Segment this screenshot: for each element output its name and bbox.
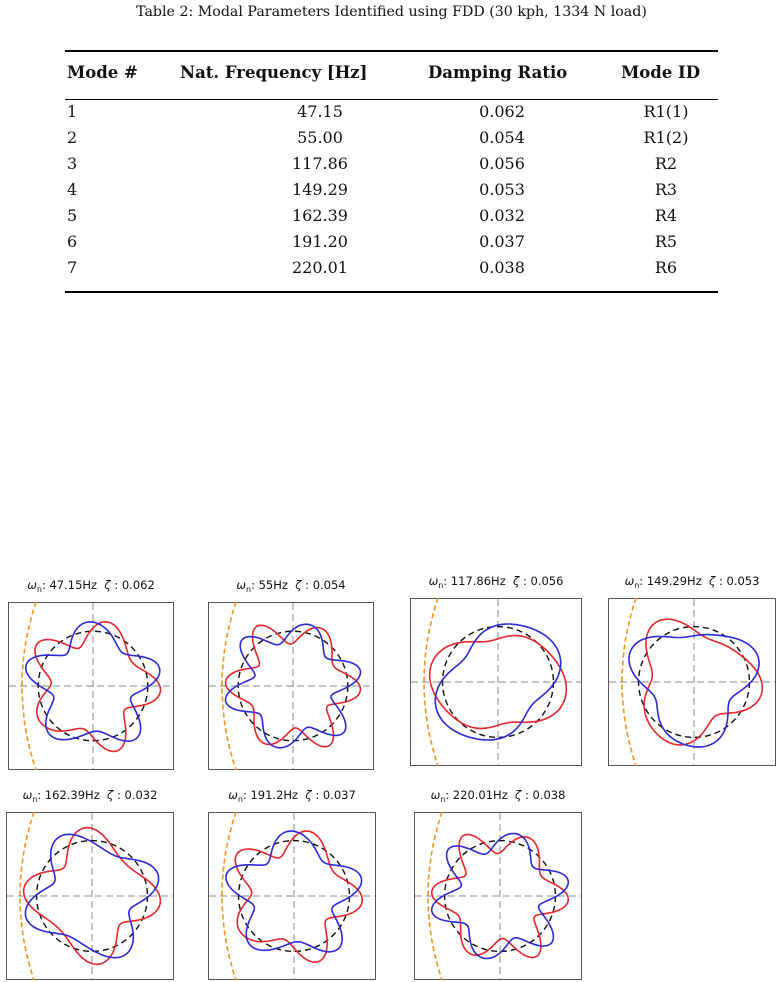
table-caption: Table 2: Modal Parameters Identified usi…	[136, 4, 647, 20]
mode-shape-plot: ωn: 47.15Hz ζ : 0.062	[6, 578, 176, 772]
header-mode-id: Mode ID	[621, 63, 701, 82]
mode-shape-plot: ωn: 55Hz ζ : 0.054	[206, 578, 376, 772]
cell-mode: 4	[67, 180, 78, 199]
plot-title: ωn: 149.29Hz ζ : 0.053	[624, 574, 760, 590]
cell-mode: 6	[67, 232, 78, 251]
mode-shape-b	[434, 623, 562, 741]
mode-shape-b	[430, 832, 570, 960]
cell-damping: 0.054	[479, 128, 525, 147]
mode-shape-a	[224, 624, 362, 748]
mode-shape-plot: ωn: 149.29Hz ζ : 0.053	[606, 574, 778, 768]
mode-shape-plot: ωn: 162.39Hz ζ : 0.032	[4, 788, 176, 982]
polar-plot-svg	[6, 812, 174, 980]
cell-frequency: 149.29	[292, 180, 348, 199]
cell-mode: 3	[67, 154, 78, 173]
cell-frequency: 220.01	[292, 258, 348, 277]
cell-mode-id: R1(1)	[643, 102, 689, 121]
mode-shape-plot: ωn: 117.86Hz ζ : 0.056	[408, 574, 584, 768]
polar-plot-svg	[8, 602, 174, 770]
mode-shape-b	[224, 623, 362, 749]
cell-damping: 0.038	[479, 258, 525, 277]
cell-mode: 7	[67, 258, 78, 277]
cell-damping: 0.053	[479, 180, 525, 199]
plot-title: ωn: 117.86Hz ζ : 0.056	[428, 574, 564, 590]
cell-mode: 2	[67, 128, 78, 147]
reference-circle	[35, 839, 149, 953]
cell-damping: 0.062	[479, 102, 525, 121]
plot-title: ωn: 220.01Hz ζ : 0.038	[430, 788, 566, 804]
cell-damping: 0.056	[479, 154, 525, 173]
cell-mode-id: R6	[654, 258, 678, 277]
header-frequency: Nat. Frequency [Hz]	[180, 63, 368, 82]
reference-circle	[441, 625, 555, 739]
mode-shape-b	[25, 621, 161, 743]
polar-plot-svg	[208, 602, 374, 770]
cell-mode-id: R4	[654, 206, 678, 225]
mode-shape-b	[225, 830, 363, 953]
mode-shape-a	[22, 826, 162, 966]
cell-frequency: 117.86	[292, 154, 348, 173]
polar-plot-svg	[410, 598, 582, 766]
plot-title: ωn: 162.39Hz ζ : 0.032	[22, 788, 158, 804]
plot-title: ωn: 55Hz ζ : 0.054	[236, 578, 346, 594]
reference-circle	[637, 625, 751, 739]
polar-plot-svg	[608, 598, 776, 766]
cell-mode-id: R3	[654, 180, 678, 199]
table-top-rule	[65, 50, 718, 52]
mode-shape-b	[628, 633, 760, 748]
cell-mode-id: R5	[654, 232, 678, 251]
cell-frequency: 47.15	[297, 102, 343, 121]
mode-shape-a	[643, 618, 764, 746]
table-header-rule	[65, 99, 718, 100]
reference-circle	[37, 630, 149, 742]
cell-mode: 1	[67, 102, 78, 121]
polar-plot-svg	[414, 812, 582, 980]
cell-damping: 0.032	[479, 206, 525, 225]
cell-frequency: 55.00	[297, 128, 343, 147]
mode-shape-a	[431, 833, 569, 959]
cell-mode-id: R2	[654, 154, 678, 173]
reference-circle	[237, 839, 351, 953]
header-mode: Mode #	[67, 63, 138, 82]
header-damping: Damping Ratio	[428, 63, 568, 82]
cell-frequency: 191.20	[292, 232, 348, 251]
cell-frequency: 162.39	[292, 206, 348, 225]
cell-mode: 5	[67, 206, 78, 225]
plot-title: ωn: 191.2Hz ζ : 0.037	[228, 788, 356, 804]
polar-plot-svg	[208, 812, 376, 980]
table-bottom-rule	[65, 291, 718, 293]
mode-shape-plot: ωn: 191.2Hz ζ : 0.037	[206, 788, 378, 982]
cell-damping: 0.037	[479, 232, 525, 251]
cell-mode-id: R1(2)	[643, 128, 689, 147]
mode-shape-b	[24, 833, 160, 959]
mode-shape-plot: ωn: 220.01Hz ζ : 0.038	[412, 788, 584, 982]
plot-title: ωn: 47.15Hz ζ : 0.062	[27, 578, 155, 594]
